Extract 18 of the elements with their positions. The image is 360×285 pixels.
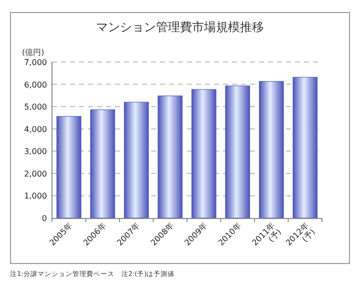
bar <box>124 102 149 218</box>
y-axis-title: (億円) <box>22 48 44 57</box>
y-tick-label: 6,000 <box>24 80 47 90</box>
bar <box>191 89 216 218</box>
y-tick-label: 3,000 <box>24 147 47 156</box>
y-tick-label: 1,000 <box>24 192 47 201</box>
y-tick-label: 7,000 <box>24 58 47 67</box>
y-tick-label: 0 <box>42 214 47 223</box>
bar <box>292 76 318 218</box>
bar <box>90 109 116 218</box>
y-tick-label: 5,000 <box>24 102 47 112</box>
bar <box>158 96 183 218</box>
bar <box>225 86 250 218</box>
y-tick-label: 2,000 <box>24 169 47 178</box>
y-tick-label: 4,000 <box>24 124 47 134</box>
chart-title: マンション管理費市場規模推移 <box>96 20 264 34</box>
bar <box>56 116 82 218</box>
bar <box>258 81 284 218</box>
